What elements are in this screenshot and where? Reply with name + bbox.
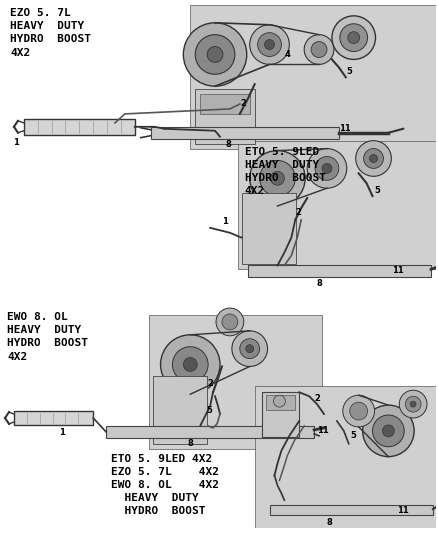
Circle shape bbox=[304, 35, 334, 64]
Circle shape bbox=[184, 23, 247, 86]
Circle shape bbox=[405, 396, 421, 412]
Circle shape bbox=[250, 150, 305, 206]
Text: 4: 4 bbox=[284, 50, 290, 59]
Circle shape bbox=[195, 35, 235, 74]
Bar bbox=[238, 141, 436, 269]
Bar bbox=[265, 395, 295, 410]
Circle shape bbox=[364, 149, 383, 168]
Bar bbox=[261, 392, 299, 437]
Circle shape bbox=[216, 308, 244, 336]
Text: ETO 5. 9LED 4X2
EZO 5. 7L    4X2
EWO 8. OL    4X2
  HEAVY  DUTY
  HYDRO  BOOST: ETO 5. 9LED 4X2 EZO 5. 7L 4X2 EWO 8. OL … bbox=[111, 454, 219, 516]
Text: 1: 1 bbox=[13, 138, 19, 147]
Circle shape bbox=[343, 395, 374, 427]
Text: 5: 5 bbox=[206, 406, 212, 415]
Text: 11: 11 bbox=[392, 266, 404, 275]
Text: 2: 2 bbox=[314, 394, 320, 403]
Circle shape bbox=[311, 42, 327, 58]
Circle shape bbox=[315, 157, 339, 180]
Circle shape bbox=[250, 25, 290, 64]
Circle shape bbox=[271, 172, 284, 185]
Circle shape bbox=[410, 401, 416, 407]
Circle shape bbox=[161, 335, 220, 394]
Bar bbox=[24, 119, 135, 135]
Text: 8: 8 bbox=[326, 518, 332, 527]
Circle shape bbox=[332, 16, 375, 60]
Circle shape bbox=[273, 395, 286, 407]
Text: 8: 8 bbox=[225, 140, 231, 149]
Circle shape bbox=[207, 46, 223, 62]
Text: 8: 8 bbox=[187, 439, 193, 448]
Circle shape bbox=[373, 415, 404, 447]
Circle shape bbox=[382, 425, 394, 437]
Circle shape bbox=[307, 149, 347, 188]
Circle shape bbox=[246, 345, 254, 353]
Circle shape bbox=[370, 155, 378, 163]
Text: 1: 1 bbox=[59, 429, 64, 438]
Text: ETO 5. 9LED
HEAVY  DUTY
HYDRO  BOOST
4X2: ETO 5. 9LED HEAVY DUTY HYDRO BOOST 4X2 bbox=[245, 147, 326, 196]
Text: 2: 2 bbox=[207, 379, 213, 388]
Circle shape bbox=[222, 314, 238, 330]
Text: 2: 2 bbox=[241, 99, 247, 108]
Circle shape bbox=[232, 331, 268, 367]
Circle shape bbox=[348, 31, 360, 44]
Bar bbox=[195, 89, 254, 143]
Text: EWO 8. OL
HEAVY  DUTY
HYDRO  BOOST
4X2: EWO 8. OL HEAVY DUTY HYDRO BOOST 4X2 bbox=[7, 312, 88, 361]
Text: 5: 5 bbox=[351, 431, 357, 440]
Circle shape bbox=[399, 390, 427, 418]
Text: 11: 11 bbox=[397, 506, 409, 515]
Bar bbox=[106, 426, 314, 438]
Circle shape bbox=[240, 339, 260, 359]
Bar bbox=[200, 94, 250, 114]
Bar bbox=[152, 376, 207, 444]
Bar bbox=[190, 5, 436, 149]
Circle shape bbox=[260, 160, 295, 196]
Text: 2: 2 bbox=[295, 208, 301, 217]
Circle shape bbox=[350, 402, 367, 420]
Text: 5: 5 bbox=[374, 185, 380, 195]
Circle shape bbox=[173, 346, 208, 382]
Bar bbox=[14, 411, 93, 425]
Text: EZO 5. 7L
HEAVY  DUTY
HYDRO  BOOST
4X2: EZO 5. 7L HEAVY DUTY HYDRO BOOST 4X2 bbox=[10, 8, 91, 58]
Circle shape bbox=[265, 39, 275, 50]
Bar bbox=[148, 315, 322, 449]
Text: 8: 8 bbox=[316, 279, 322, 288]
Circle shape bbox=[184, 358, 197, 372]
Bar bbox=[248, 265, 431, 277]
Text: 11: 11 bbox=[339, 124, 351, 133]
Text: 5: 5 bbox=[347, 67, 353, 76]
Bar bbox=[269, 505, 433, 515]
Circle shape bbox=[363, 405, 414, 457]
Bar bbox=[151, 127, 339, 139]
Circle shape bbox=[258, 33, 281, 56]
Bar bbox=[242, 193, 296, 264]
Text: 11: 11 bbox=[317, 426, 329, 435]
Circle shape bbox=[322, 164, 332, 173]
Circle shape bbox=[356, 141, 391, 176]
Circle shape bbox=[340, 24, 367, 52]
Bar bbox=[254, 386, 436, 528]
Text: 1: 1 bbox=[222, 217, 228, 226]
